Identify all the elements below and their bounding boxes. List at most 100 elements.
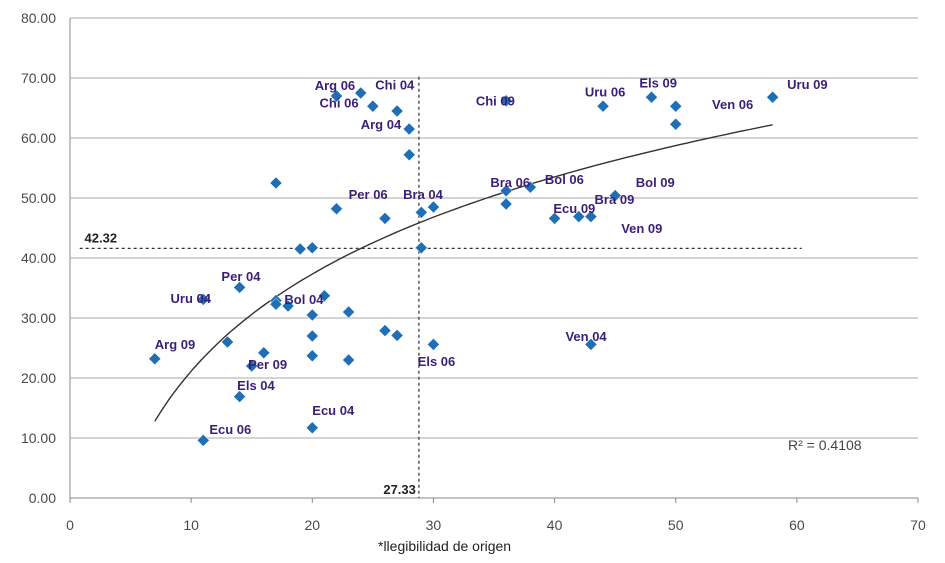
data-point [342, 305, 355, 319]
y-tick-label: 20.00 [21, 370, 56, 386]
point-label: Ven 09 [621, 221, 662, 236]
y-tick-label: 70.00 [21, 70, 56, 86]
point-label: Ven 04 [565, 329, 607, 344]
point-label: Bol 06 [545, 172, 584, 187]
data-point [572, 210, 586, 223]
x-tick-label: 40 [547, 517, 563, 533]
data-point [196, 434, 210, 447]
data-point [233, 390, 246, 403]
axis-ticks: 0.00 10.00 20.00 30.00 40.00 50.00 60.00 70.00 8… [21, 10, 926, 533]
data-point [245, 359, 259, 373]
point-label: Uru 06 [585, 85, 625, 100]
point-label: Bra 04 [403, 187, 444, 202]
data-point [548, 212, 561, 225]
data-point [390, 104, 404, 118]
data-point [584, 210, 598, 223]
data-point [269, 176, 283, 190]
data-point [414, 241, 428, 255]
data-point [584, 338, 598, 351]
data-point [221, 335, 234, 349]
y-tick-label: 80.00 [21, 10, 56, 26]
trendline-curve [154, 124, 773, 422]
data-point [196, 293, 210, 306]
data-point [281, 299, 295, 313]
point-label: Els 09 [639, 76, 677, 91]
y-tick-label: 60.00 [21, 130, 56, 146]
point-label: Bra 06 [490, 175, 530, 190]
point-label: Per 09 [248, 357, 287, 372]
data-point [378, 212, 392, 225]
y-tick-label: 40.00 [21, 250, 56, 266]
data-point [766, 90, 779, 104]
data-point [269, 297, 283, 311]
point-label: Chi 09 [476, 94, 515, 109]
data-point [233, 281, 246, 294]
data-point [305, 241, 319, 255]
data-point [427, 200, 440, 214]
data-point [523, 180, 537, 194]
y-tick-label: 10.00 [21, 430, 56, 446]
y-tick-label: 0.00 [29, 490, 56, 506]
point-label: Uru 04 [171, 291, 212, 306]
r-squared-label: R² = 0.4108 [788, 437, 862, 453]
data-point [608, 189, 622, 202]
data-points [148, 86, 779, 447]
data-point [293, 242, 307, 256]
data-point [427, 338, 440, 351]
point-label: Ecu 09 [553, 201, 595, 216]
x-tick-label: 50 [668, 517, 684, 533]
x-tick-label: 0 [66, 517, 74, 533]
data-point [366, 99, 380, 113]
horizontal-reference-value: 42.32 [85, 230, 118, 245]
data-point [148, 352, 162, 366]
data-point [402, 122, 416, 136]
x-tick-label: 30 [426, 517, 442, 533]
point-label: Els 04 [237, 378, 275, 393]
data-point [305, 421, 319, 435]
data-point [499, 94, 513, 108]
point-label: Ecu 06 [209, 422, 251, 437]
data-point [499, 197, 513, 211]
grid-lines [69, 17, 918, 499]
reference-lines: 42.32 27.33 [79, 76, 802, 498]
point-label: Bra 09 [595, 192, 635, 207]
point-label: Per 04 [221, 269, 261, 284]
point-label: Bol 09 [636, 175, 675, 190]
point-label: Arg 09 [155, 337, 195, 352]
x-tick-label: 70 [910, 517, 926, 533]
data-point [330, 89, 343, 103]
vertical-reference-value: 27.33 [383, 482, 416, 497]
data-point [645, 90, 658, 104]
data-point [402, 148, 416, 162]
footnote: *llegibilidad de origen [378, 538, 512, 554]
point-label: Uru 09 [787, 77, 827, 92]
y-tick-label: 50.00 [21, 190, 56, 206]
point-label: Ven 06 [712, 97, 753, 112]
data-point [257, 346, 271, 360]
point-label: Bol 04 [284, 292, 324, 307]
point-label: Chi 04 [375, 77, 415, 92]
data-point [305, 329, 319, 343]
data-point [305, 349, 319, 363]
data-point [354, 86, 368, 100]
data-point [305, 308, 319, 322]
point-label: Per 06 [349, 187, 388, 202]
point-label: Arg 04 [361, 117, 402, 132]
data-point [596, 99, 610, 113]
point-label: Ecu 04 [312, 403, 355, 418]
trendline [154, 124, 773, 422]
data-point [669, 99, 683, 113]
y-tick-label: 30.00 [21, 310, 56, 326]
x-tick-label: 10 [183, 517, 199, 533]
data-point [669, 117, 683, 131]
point-label: Els 06 [418, 354, 456, 369]
x-tick-label: 60 [789, 517, 805, 533]
data-point [318, 289, 331, 303]
data-point [330, 202, 343, 216]
data-point [414, 206, 428, 219]
data-point [378, 324, 392, 337]
point-label: Chi 06 [320, 95, 359, 110]
data-point [390, 329, 404, 342]
